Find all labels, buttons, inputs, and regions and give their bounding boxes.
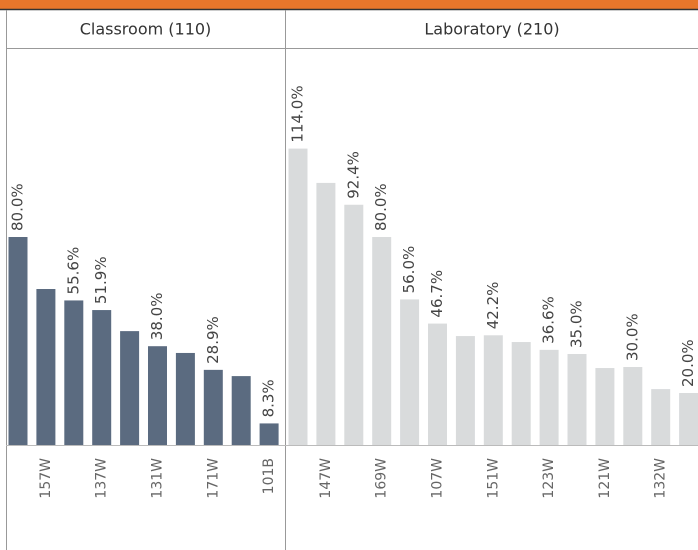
value-label: 20.0% — [679, 339, 697, 387]
bar — [288, 148, 308, 445]
x-tick-label: 137W — [94, 458, 110, 499]
bar — [203, 369, 223, 445]
value-label: 80.0% — [9, 183, 27, 231]
bar — [679, 393, 698, 445]
bar — [175, 352, 195, 445]
x-tick-label: 121W — [597, 458, 613, 499]
bar — [64, 300, 84, 445]
x-tick-label: 157W — [38, 458, 54, 499]
panel-header: Laboratory (210) — [424, 20, 559, 39]
title-band — [0, 0, 698, 9]
panel-header: Classroom (110) — [80, 20, 212, 39]
bar — [120, 331, 140, 445]
value-label: 56.0% — [400, 246, 418, 294]
x-tick-label: 131W — [150, 458, 166, 499]
bar — [428, 323, 447, 445]
x-tick-label: 123W — [541, 458, 557, 499]
bar — [316, 182, 336, 446]
x-tick-label: 169W — [374, 458, 390, 499]
value-label: 51.9% — [92, 256, 110, 304]
x-tick-label: 101B — [261, 458, 277, 494]
bar — [36, 289, 56, 445]
value-label: 92.4% — [344, 151, 362, 199]
bar — [567, 354, 587, 445]
x-tick-label: 151W — [485, 458, 501, 499]
x-tick-label: 132W — [653, 458, 669, 499]
value-label: 30.0% — [623, 313, 641, 361]
bar — [539, 349, 559, 445]
x-tick-label: 107W — [430, 458, 446, 499]
bar — [623, 367, 643, 445]
bar — [344, 204, 364, 445]
value-label: 38.0% — [148, 293, 166, 341]
bar — [259, 423, 279, 445]
bar — [651, 389, 671, 445]
x-tick-label: 147W — [318, 458, 334, 499]
value-label: 35.0% — [568, 300, 586, 348]
bar — [148, 346, 167, 445]
value-label: 114.0% — [289, 85, 307, 142]
value-label: 55.6% — [64, 247, 82, 295]
bar — [400, 299, 420, 445]
value-label: 42.2% — [484, 282, 502, 330]
value-label: 46.7% — [428, 270, 446, 318]
bar — [92, 310, 112, 445]
bar — [231, 376, 251, 445]
value-label: 28.9% — [204, 316, 222, 364]
value-label: 8.3% — [260, 379, 278, 417]
bar — [595, 368, 615, 445]
value-label: 36.6% — [540, 296, 558, 344]
bar — [511, 342, 531, 445]
bar — [372, 237, 392, 445]
bar — [455, 336, 475, 445]
bar — [483, 335, 503, 445]
x-tick-label: 171W — [205, 458, 221, 499]
bar — [8, 237, 28, 445]
value-label: 80.0% — [372, 183, 390, 231]
